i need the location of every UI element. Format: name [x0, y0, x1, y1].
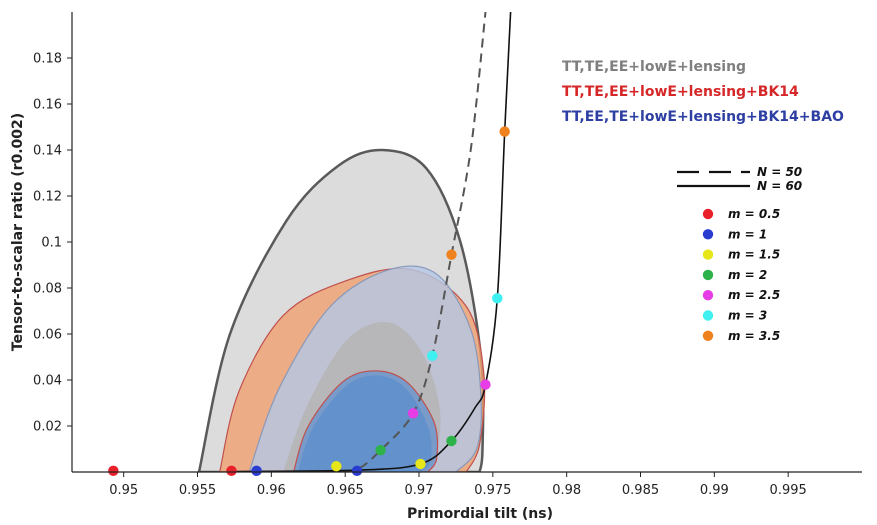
- point-m3-n60: [415, 458, 426, 470]
- y-tick-label: 0.02: [33, 420, 62, 435]
- y-tick-label: 0.12: [33, 190, 62, 205]
- point-m4-n60: [446, 435, 457, 447]
- point-m3-n50: [331, 461, 342, 472]
- region-6: [297, 375, 432, 472]
- point-m4-n50: [375, 444, 386, 456]
- constraint-legend-entry: TT,EE,TE+lowE+lensing+BK14+BAO: [562, 109, 844, 125]
- legend: TT,TE,EE+lowE+lensing TT,TE,EE+lowE+lensi…: [562, 59, 844, 343]
- point-m6-n60: [492, 293, 503, 304]
- constraint-legend-entry: TT,TE,EE+lowE+lensing: [562, 59, 746, 75]
- x-tick-label: 0.97: [405, 483, 434, 498]
- x-axis-label: Primordial tilt (ns): [407, 506, 553, 522]
- x-tick-label: 0.985: [622, 483, 659, 498]
- model-legend-marker: [702, 290, 714, 301]
- x-tick-label: 0.96: [257, 483, 286, 498]
- model-legend-label: m = 2.5: [728, 288, 780, 302]
- x-tick-label: 0.955: [179, 483, 216, 498]
- line-legend-label: N = 50: [757, 165, 802, 179]
- n60-curve: [226, 12, 512, 472]
- x-tick-label: 0.98: [552, 483, 581, 498]
- y-tick-label: 0.06: [33, 328, 62, 343]
- model-legend-marker: [702, 208, 714, 220]
- model-legend-marker: [702, 249, 714, 260]
- x-tick-label: 0.95: [109, 483, 138, 498]
- point-m7-n50: [446, 249, 457, 260]
- point-m6-n50: [427, 350, 438, 362]
- point-m2-n60: [351, 465, 363, 477]
- point-m1-n50: [108, 465, 119, 477]
- y-tick-label: 0.16: [33, 98, 62, 113]
- model-legend-marker: [702, 330, 714, 341]
- model-points: [108, 126, 510, 477]
- point-m2-n50: [251, 465, 262, 477]
- point-m7-n60: [499, 126, 510, 137]
- model-legend-label: m = 3.5: [728, 329, 780, 343]
- model-legend-label: m = 1: [728, 227, 767, 241]
- model-legend-label: m = 1.5: [728, 248, 780, 262]
- y-tick-label: 0.1: [41, 236, 62, 251]
- line-legend-label: N = 60: [757, 179, 802, 193]
- y-axis-label: Tensor-to-scalar ratio (r0.002): [10, 113, 26, 351]
- model-legend-label: m = 0.5: [728, 207, 780, 221]
- x-tick-label: 0.975: [474, 483, 511, 498]
- y-tick-label: 0.14: [33, 144, 62, 159]
- point-m1-n60: [226, 465, 237, 477]
- point-m5-n60: [480, 379, 491, 390]
- point-m5-n50: [407, 408, 419, 419]
- model-legend-label: m = 2: [728, 268, 767, 282]
- model-legend-marker: [702, 229, 714, 240]
- axes: 0.95 0.955 0.96 0.965 0.97 0.975 0.98 0.985 0.99…: [33, 12, 862, 498]
- constraint-legend-entry: TT,TE,EE+lowE+lensing+BK14: [562, 84, 799, 100]
- y-tick-label: 0.04: [33, 374, 62, 389]
- model-legend-marker: [702, 269, 714, 281]
- y-tick-label: 0.18: [33, 52, 62, 67]
- y-tick-label: 0.08: [33, 282, 62, 297]
- model-legend-marker: [702, 310, 714, 321]
- confidence-regions: [197, 148, 486, 472]
- x-tick-label: 0.995: [770, 483, 807, 498]
- x-tick-label: 0.965: [327, 483, 364, 498]
- model-legend-label: m = 3: [728, 309, 767, 323]
- x-tick-label: 0.99: [700, 483, 729, 498]
